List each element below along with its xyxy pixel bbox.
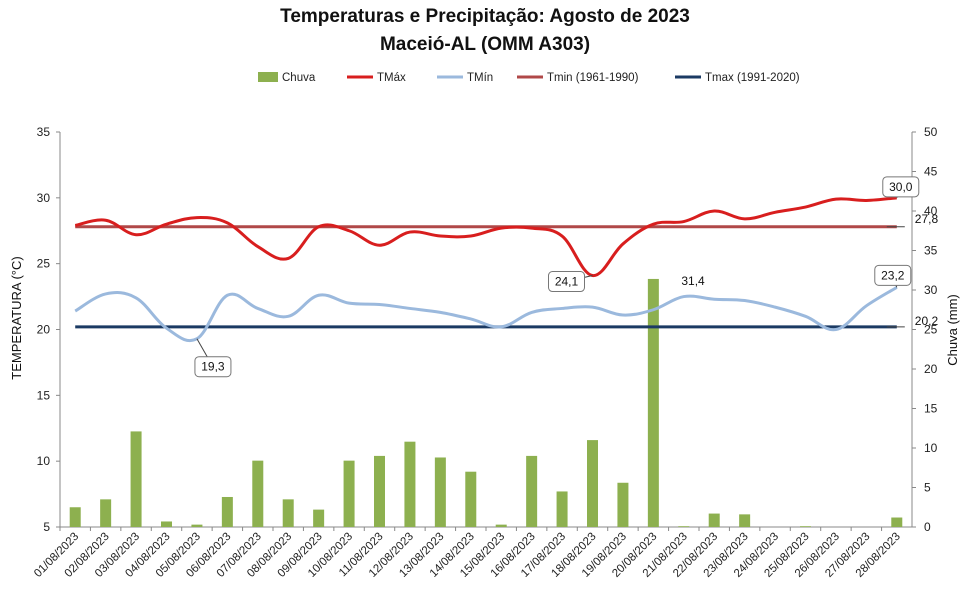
chart-subtitle: Maceió-AL (OMM A303) (379, 34, 591, 55)
bar-chuva (495, 524, 507, 527)
y-tick-label: 5 (43, 520, 50, 534)
data-label: 19,3 (201, 360, 225, 374)
legend-label: TMín (467, 72, 493, 84)
y-tick-label: 25 (37, 257, 51, 271)
bar-chuva (526, 455, 538, 527)
bar-chuva (343, 460, 355, 527)
y2-tick-label: 35 (924, 244, 938, 258)
y2-axis-label: Chuva (mm) (945, 294, 960, 366)
bar-chuva (617, 482, 629, 527)
bar-chuva (587, 440, 598, 527)
annotation-box (194, 356, 232, 378)
bar-chuva (404, 441, 416, 527)
legend-label: TMáx (377, 72, 406, 84)
y2-tick-label: 50 (924, 125, 938, 139)
y2-tick-label: 25 (924, 323, 938, 337)
bar-chuva (313, 509, 325, 527)
y2-tick-label: 45 (924, 165, 938, 179)
chart-title: Temperaturas e Precipitação: Agosto de 2… (280, 6, 690, 27)
bar-chuva (191, 524, 203, 527)
bar-chuva (647, 278, 659, 527)
annotation-box (548, 271, 585, 293)
y2-tick-label: 20 (924, 362, 938, 376)
bar-chuva (434, 457, 446, 527)
bar-chuva (69, 507, 81, 527)
y-tick-label: 10 (37, 454, 51, 468)
annotations: 30,0 27,8 23,2 20,2 19,3 24,1 31,4 (194, 176, 939, 378)
y-tick-label: 15 (37, 388, 51, 402)
y2-tick-label: 10 (924, 441, 938, 455)
bar-chuva (739, 514, 751, 527)
bar-chuva (221, 496, 233, 527)
bar-chuva (708, 513, 720, 527)
legend-swatch-chuva (258, 72, 278, 82)
data-label: 27,8 (915, 212, 939, 226)
line-tmin (74, 286, 898, 343)
y-tick-label: 30 (37, 191, 51, 205)
legend-label: Tmin (1961-1990) (547, 72, 639, 84)
bar-chuva (130, 431, 142, 527)
legend: Chuva TMáx TMín Tmin (1961-1990) Tmax (1991-… (258, 72, 800, 84)
bar-chuva (678, 526, 690, 527)
annotation-box (882, 176, 920, 198)
data-label: 24,1 (555, 275, 579, 289)
bar-chuva (891, 517, 903, 527)
bar-chuva (252, 460, 264, 527)
y2-tick-label: 0 (924, 520, 931, 534)
line-tmax (74, 196, 897, 278)
bar-chuva (556, 491, 568, 527)
data-label: 20,2 (915, 314, 939, 328)
y-axis-label: TEMPERATURA (°C) (9, 256, 24, 379)
reference-lines (75, 225, 897, 329)
y2-tick-label: 40 (924, 204, 938, 218)
data-label: 31,4 (681, 274, 705, 288)
line-series (74, 196, 898, 343)
y2-tick-label: 15 (924, 402, 938, 416)
bar-chuva (374, 455, 385, 527)
bar-chuva (100, 499, 112, 527)
axes: 51015202530350510152025303540455001/08/2… (32, 125, 938, 580)
y2-tick-label: 30 (924, 283, 938, 297)
bar-chuva (282, 499, 294, 527)
bar-chuva (161, 521, 172, 527)
y-tick-label: 35 (37, 125, 51, 139)
legend-label: Tmax (1991-2020) (705, 72, 800, 84)
y-tick-label: 20 (37, 323, 51, 337)
annotation-box (874, 264, 912, 286)
y2-tick-label: 5 (924, 481, 931, 495)
data-label: 30,0 (889, 180, 913, 194)
bar-chuva (800, 526, 811, 527)
data-label: 23,2 (881, 268, 905, 282)
legend-label: Chuva (282, 72, 316, 84)
bar-chuva (465, 471, 477, 527)
bar-series-chuva (69, 278, 903, 527)
